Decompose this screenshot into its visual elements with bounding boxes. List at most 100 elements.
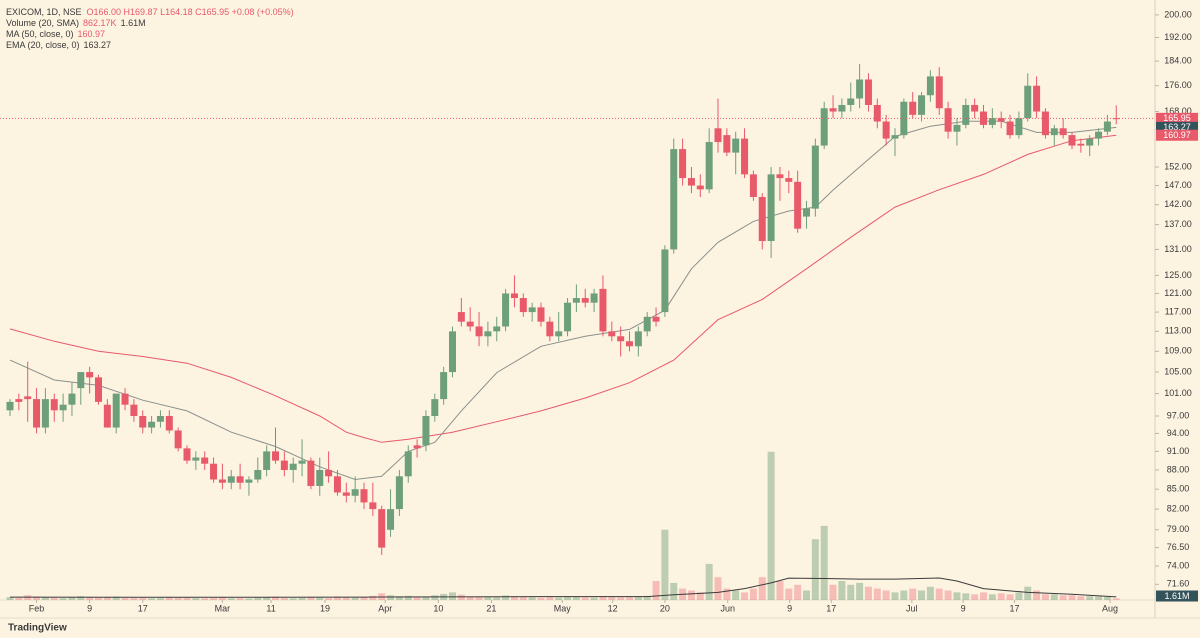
volume-bar: [749, 588, 757, 600]
candle-body: [103, 404, 111, 428]
ema-name: EMA (20, close, 0): [6, 40, 80, 50]
volume-bar: [634, 596, 642, 600]
volume-bar: [103, 597, 111, 600]
candle-body: [24, 396, 32, 400]
volume-bar: [130, 598, 138, 600]
candle-body: [369, 502, 377, 510]
candle-body: [95, 377, 102, 402]
candle-body: [670, 149, 678, 250]
volume-bar: [723, 588, 731, 600]
volume-bar: [95, 597, 102, 600]
candle-body: [50, 399, 58, 411]
symbol-text: EXICOM, 1D, NSE: [6, 7, 82, 17]
candle-body: [431, 399, 439, 416]
candle-body: [758, 196, 766, 242]
volume-bar: [555, 597, 563, 600]
candle-body: [873, 104, 881, 122]
y-tick-label: 85.00: [1167, 484, 1190, 494]
candle-body: [280, 460, 288, 470]
candle-body: [891, 135, 899, 139]
volume-bar: [1112, 598, 1120, 600]
x-tick-label: Apr: [378, 603, 392, 613]
candle-body: [634, 331, 642, 347]
candle-body: [6, 401, 14, 411]
volume-bar: [705, 563, 713, 600]
volume-bar: [590, 597, 598, 600]
candle-body: [652, 316, 660, 322]
ema-last: 163.27: [84, 40, 112, 50]
volume-bar: [803, 590, 810, 600]
candle-body: [59, 404, 67, 411]
y-tick-label: 79.00: [1167, 524, 1190, 534]
volume-bar: [1050, 594, 1058, 600]
candle-body: [378, 509, 386, 548]
volume-bar: [776, 581, 784, 600]
y-tick-label: 125.00: [1164, 270, 1192, 280]
volume-bar: [298, 597, 306, 600]
volume-bar: [422, 596, 430, 600]
volume-bar: [599, 596, 607, 600]
candle-body: [466, 321, 474, 327]
ema-line: [9, 120, 1117, 481]
candle-body: [962, 104, 970, 125]
volume-bar: [1095, 596, 1103, 600]
y-tick-label: 74.00: [1167, 560, 1190, 570]
y-tick-label: 200.00: [1164, 9, 1192, 19]
candle-body: [174, 430, 182, 449]
y-tick-label: 142.00: [1164, 199, 1192, 209]
volume-bar: [811, 539, 819, 600]
volume-bar: [767, 451, 775, 600]
volume-bar: [909, 588, 917, 600]
volume-bar: [342, 597, 350, 600]
volume-bar: [626, 597, 633, 600]
symbol: EXICOM, 1D, NSE O166.00 H169.87 L164.18 C…: [6, 7, 294, 17]
x-tick-label: Jul: [906, 603, 918, 613]
volume-bar: [714, 577, 722, 600]
volume-bar: [387, 595, 395, 600]
candle-body: [449, 331, 456, 373]
candle-body: [510, 293, 518, 299]
x-tick-label: 9: [961, 603, 966, 613]
volume-bar: [856, 582, 864, 600]
candle-body: [457, 312, 465, 322]
candle-body: [272, 451, 279, 461]
candle-body: [599, 288, 607, 332]
y-tick-label: 91.00: [1167, 446, 1190, 456]
volume-bar: [643, 595, 651, 600]
candle-body: [130, 404, 138, 416]
volume-bar: [687, 590, 695, 600]
candle-body: [325, 469, 333, 477]
volume-current: 862.17K: [83, 18, 117, 28]
last-price-label: 165.95: [1163, 113, 1191, 123]
volume-bar: [1006, 594, 1014, 600]
candle-body: [1015, 118, 1023, 136]
volume-bar: [325, 598, 333, 600]
ma-legend: MA (50, close, 0) 160.97: [6, 29, 105, 39]
candle-body: [794, 181, 802, 229]
volume-bar: [608, 596, 616, 600]
volume-bar: [510, 596, 518, 600]
candle-body: [351, 489, 359, 496]
candle-body: [882, 121, 890, 139]
candle-body: [263, 451, 271, 470]
volume-bar: [502, 595, 510, 600]
candle-body: [148, 421, 156, 428]
volume-bar: [466, 596, 474, 600]
volume-bar: [900, 590, 908, 600]
volume-bar: [953, 592, 961, 600]
y-tick-label: 113.00: [1165, 326, 1192, 336]
volume-bar: [86, 596, 94, 600]
candle-body: [572, 298, 580, 303]
volume-bar: [926, 586, 934, 600]
candle-body: [803, 208, 810, 217]
candle-body: [440, 372, 448, 400]
volume-bar: [41, 597, 49, 600]
candle-body: [590, 293, 598, 303]
candle-body: [714, 128, 722, 143]
candle-body: [502, 293, 510, 327]
volume-bar: [272, 596, 279, 600]
candle-body: [555, 331, 563, 337]
candle-body: [484, 331, 492, 337]
candle-body: [608, 331, 616, 337]
candle-body: [183, 448, 191, 461]
